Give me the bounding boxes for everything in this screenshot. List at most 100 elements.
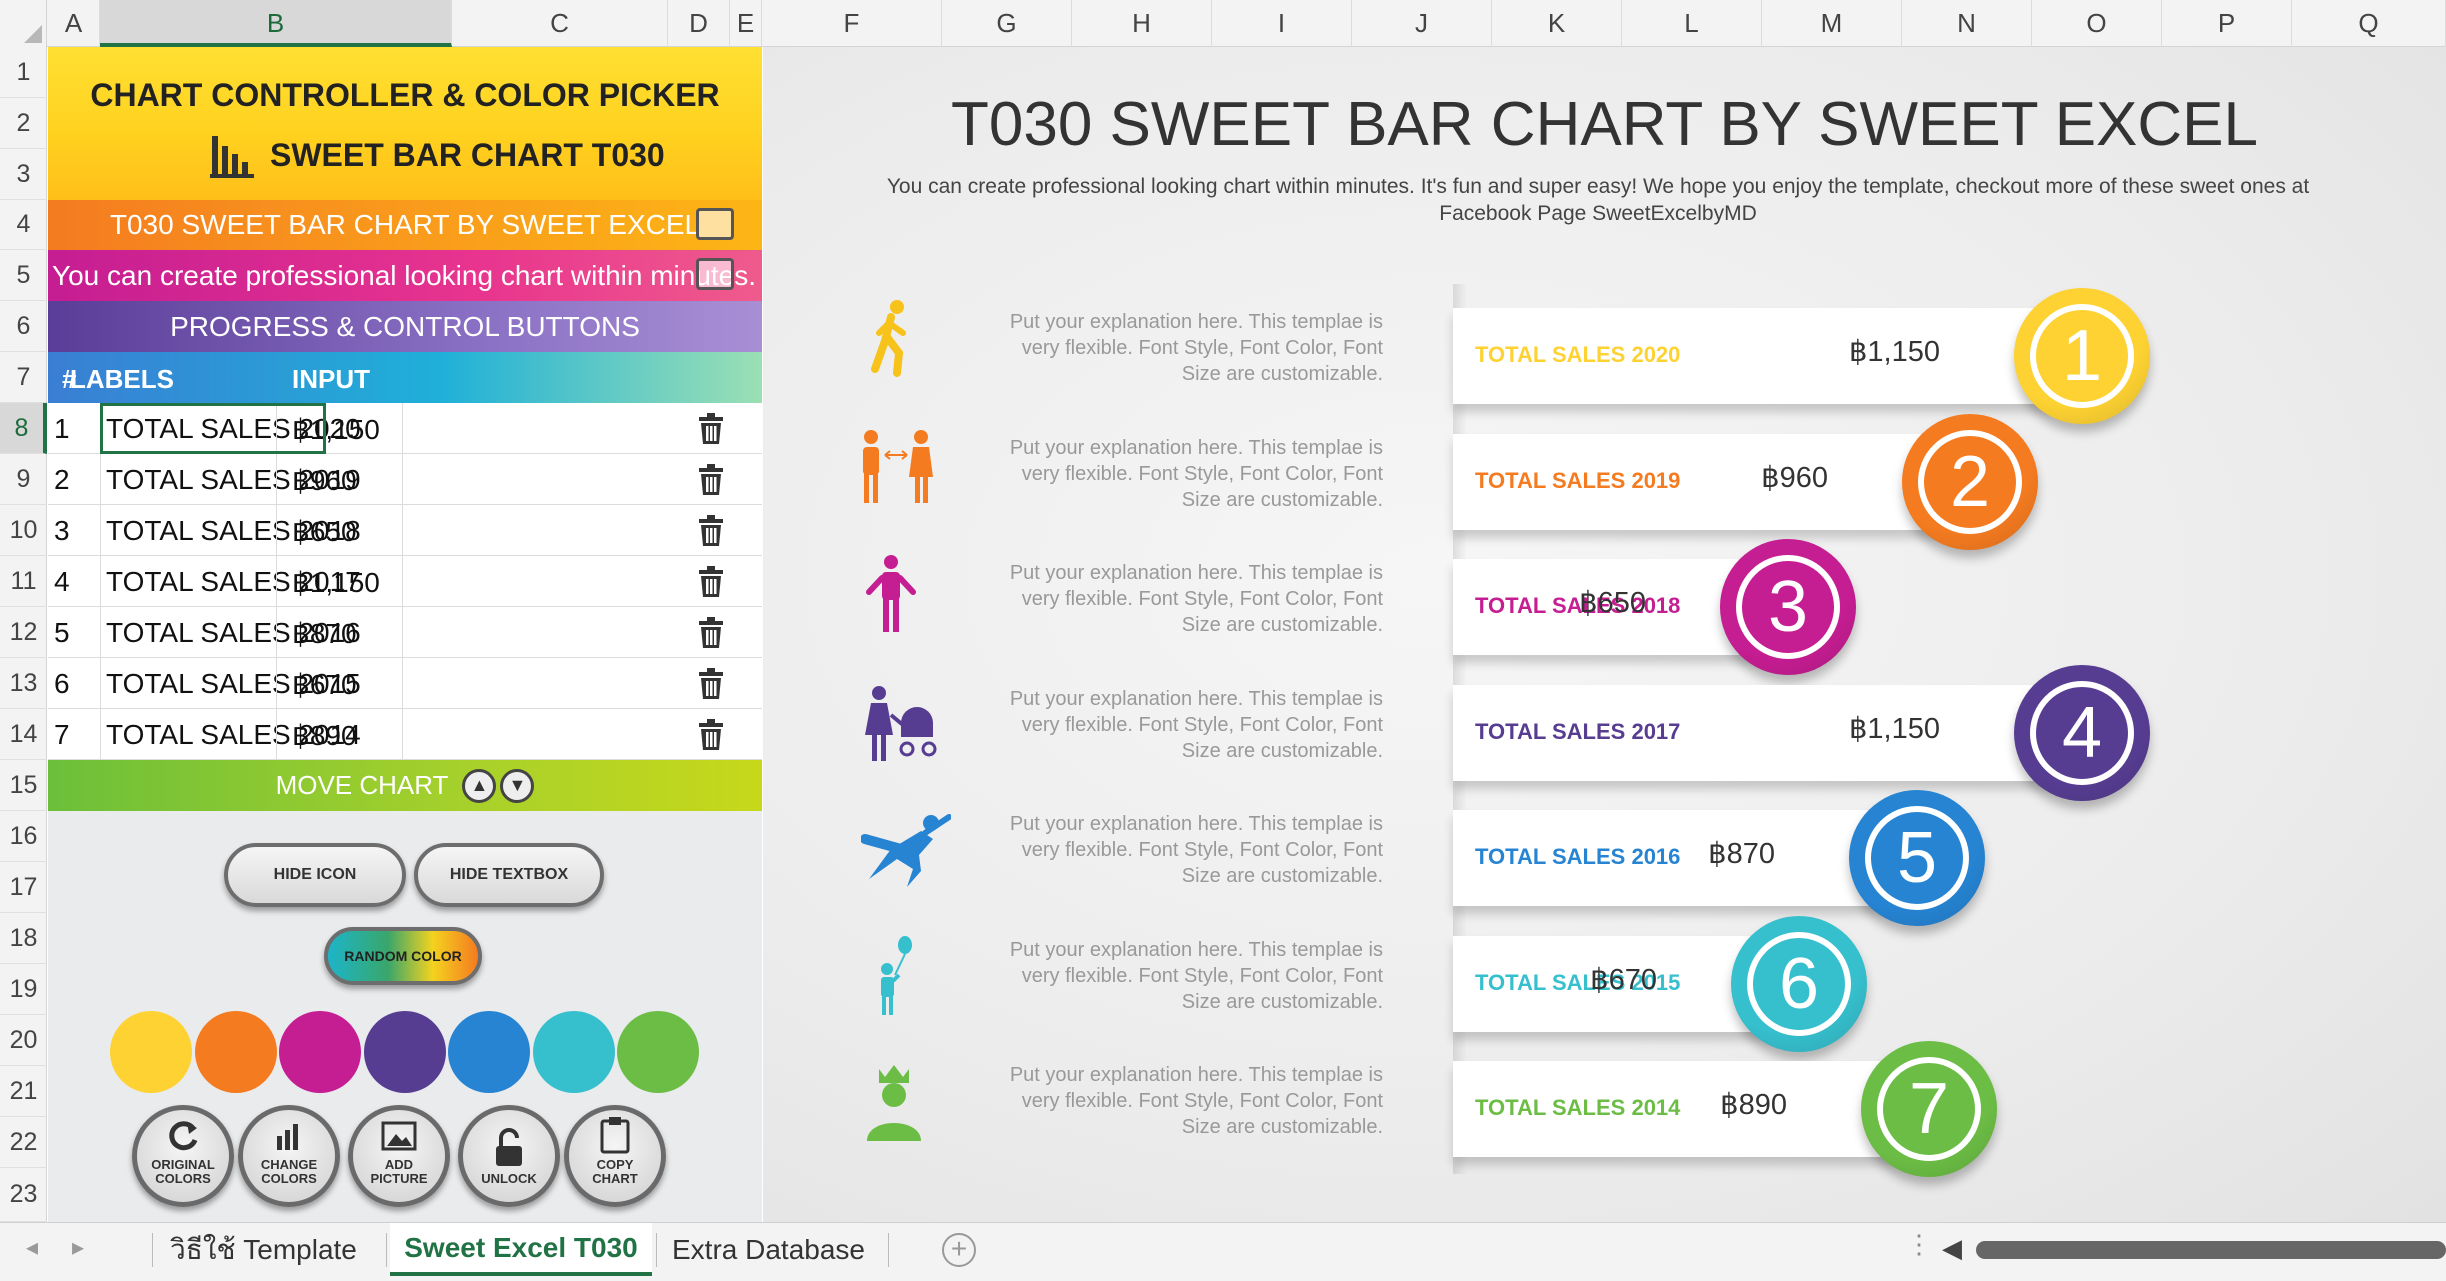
- row-header-1[interactable]: 1: [0, 47, 47, 98]
- row-value[interactable]: ฿1,150: [292, 567, 380, 598]
- column-header-a[interactable]: A: [48, 0, 100, 47]
- explanation-text[interactable]: Put your explanation here. This templae …: [1009, 436, 1383, 511]
- column-header-j[interactable]: J: [1352, 0, 1492, 47]
- bar[interactable]: TOTAL SALES 2016 ฿870 5: [1453, 790, 1985, 926]
- column-header-p[interactable]: P: [2162, 0, 2292, 47]
- row-label[interactable]: TOTAL SALES 2015: [106, 668, 361, 699]
- column-header-f[interactable]: F: [762, 0, 942, 47]
- chart-area[interactable]: T030 SWEET BAR CHART BY SWEET EXCEL You …: [763, 47, 2446, 1222]
- column-header-h[interactable]: H: [1072, 0, 1212, 47]
- row-value[interactable]: ฿650: [292, 516, 357, 547]
- delete-row-icon[interactable]: [696, 515, 726, 547]
- active-cell[interactable]: [100, 403, 326, 454]
- column-header-q[interactable]: Q: [2292, 0, 2446, 47]
- sheet-tab-extra[interactable]: Extra Database: [672, 1223, 882, 1276]
- explanation-text[interactable]: Put your explanation here. This templae …: [1009, 1064, 1383, 1138]
- column-header-g[interactable]: G: [942, 0, 1072, 47]
- column-header-n[interactable]: N: [1902, 0, 2032, 47]
- delete-row-icon[interactable]: [696, 719, 726, 751]
- column-header-c[interactable]: C: [452, 0, 668, 47]
- row-header-8[interactable]: 8: [0, 403, 47, 454]
- explanation-text[interactable]: Put your explanation here. This templae …: [1009, 813, 1383, 887]
- row-header-15[interactable]: 15: [0, 760, 47, 811]
- row-value[interactable]: ฿1,150: [292, 414, 380, 445]
- row-header-21[interactable]: 21: [0, 1066, 47, 1117]
- edit-description-icon[interactable]: [696, 258, 734, 290]
- column-header-l[interactable]: L: [1622, 0, 1762, 47]
- row-value[interactable]: ฿960: [292, 465, 357, 496]
- next-sheet-arrow[interactable]: ▸: [72, 1234, 85, 1261]
- explanation-text[interactable]: Put your explanation here. This templae …: [1009, 562, 1383, 636]
- row-header-3[interactable]: 3: [0, 149, 47, 200]
- row-header-4[interactable]: 4: [0, 200, 47, 250]
- row-header-23[interactable]: 23: [0, 1168, 47, 1222]
- bar[interactable]: TOTAL SALES 2014 ฿890 7: [1453, 1041, 1997, 1177]
- bar[interactable]: TOTAL SALES 2018 ฿650 3: [1453, 539, 1856, 675]
- chart-title-cell[interactable]: T030 SWEET BAR CHART BY SWEET EXCEL: [48, 200, 762, 250]
- row-header-11[interactable]: 11: [0, 556, 47, 607]
- row-label[interactable]: TOTAL SALES 2016: [106, 617, 361, 648]
- explanation-text[interactable]: Put your explanation here. This templae …: [1009, 687, 1383, 762]
- sheet-tab-main[interactable]: Sweet Excel T030: [390, 1223, 652, 1276]
- row-header-2[interactable]: 2: [0, 98, 47, 149]
- bar[interactable]: TOTAL SALES 2017 ฿1,150 4: [1453, 665, 2150, 801]
- delete-row-icon[interactable]: [696, 464, 726, 496]
- original-colors-button[interactable]: ORIGINAL COLORS: [132, 1105, 234, 1207]
- row-header-22[interactable]: 22: [0, 1117, 47, 1168]
- row-header-5[interactable]: 5: [0, 250, 47, 301]
- row-header-10[interactable]: 10: [0, 505, 47, 556]
- scroll-left-arrow[interactable]: ◀: [1942, 1233, 1962, 1263]
- delete-row-icon[interactable]: [696, 413, 726, 445]
- color-swatch[interactable]: [617, 1011, 699, 1093]
- row-label[interactable]: TOTAL SALES 2019: [106, 464, 361, 495]
- random-color-button[interactable]: RANDOM COLOR: [324, 927, 482, 985]
- color-swatch[interactable]: [363, 1011, 446, 1093]
- change-colors-button[interactable]: CHANGE COLORS: [238, 1105, 340, 1207]
- row-header-12[interactable]: 12: [0, 607, 47, 658]
- column-header-e[interactable]: E: [730, 0, 762, 47]
- row-header-14[interactable]: 14: [0, 709, 47, 760]
- row-header-13[interactable]: 13: [0, 658, 47, 709]
- bar[interactable]: TOTAL SALES 2020 ฿1,150 1: [1453, 288, 2150, 424]
- explanation-text[interactable]: Put your explanation here. This templae …: [1009, 938, 1383, 1013]
- hide-icon-button[interactable]: HIDE ICON: [224, 843, 406, 907]
- row-label[interactable]: TOTAL SALES 2014: [106, 719, 361, 750]
- hide-textbox-button[interactable]: HIDE TEXTBOX: [414, 843, 604, 907]
- description-cell[interactable]: You can create professional looking char…: [48, 250, 762, 301]
- row-label[interactable]: TOTAL SALES 2020: [106, 413, 361, 444]
- color-swatch[interactable]: [194, 1011, 277, 1093]
- row-value[interactable]: ฿670: [292, 669, 357, 700]
- color-swatch[interactable]: [110, 1011, 192, 1093]
- column-header-d[interactable]: D: [668, 0, 730, 47]
- select-all-corner[interactable]: [0, 0, 47, 47]
- row-header-18[interactable]: 18: [0, 913, 47, 964]
- row-header-9[interactable]: 9: [0, 454, 47, 505]
- horizontal-scrollbar[interactable]: [1976, 1241, 2446, 1259]
- row-label[interactable]: TOTAL SALES 2018: [106, 515, 361, 546]
- column-header-b[interactable]: B: [100, 0, 452, 47]
- color-swatch[interactable]: [448, 1011, 530, 1093]
- edit-cell-icon[interactable]: [696, 208, 734, 240]
- column-header-i[interactable]: I: [1212, 0, 1352, 47]
- add-picture-button[interactable]: ADD PICTURE: [348, 1105, 450, 1207]
- bar[interactable]: TOTAL SALES 2015 ฿670 6: [1453, 916, 1867, 1052]
- bar[interactable]: TOTAL SALES 2019 ฿960 2: [1453, 414, 2038, 550]
- unlock-button[interactable]: UNLOCK: [458, 1105, 560, 1207]
- move-down-button[interactable]: ▼: [500, 768, 535, 803]
- row-header-6[interactable]: 6: [0, 301, 47, 352]
- row-value[interactable]: ฿870: [292, 618, 357, 649]
- row-header-19[interactable]: 19: [0, 964, 47, 1015]
- row-header-17[interactable]: 17: [0, 862, 47, 913]
- row-value[interactable]: ฿890: [292, 720, 357, 751]
- copy-chart-button[interactable]: COPY CHART: [564, 1105, 666, 1207]
- color-swatch[interactable]: [532, 1011, 615, 1093]
- explanation-text[interactable]: Put your explanation here. This templae …: [1009, 311, 1383, 385]
- sheet-tab-instructions[interactable]: วิธีใช้ Template: [170, 1223, 380, 1276]
- row-header-7[interactable]: 7: [0, 352, 47, 403]
- color-swatch[interactable]: [279, 1011, 361, 1093]
- delete-row-icon[interactable]: [696, 566, 726, 598]
- row-header-16[interactable]: 16: [0, 811, 47, 862]
- delete-row-icon[interactable]: [696, 668, 726, 700]
- move-up-button[interactable]: ▲: [462, 768, 497, 803]
- delete-row-icon[interactable]: [696, 617, 726, 649]
